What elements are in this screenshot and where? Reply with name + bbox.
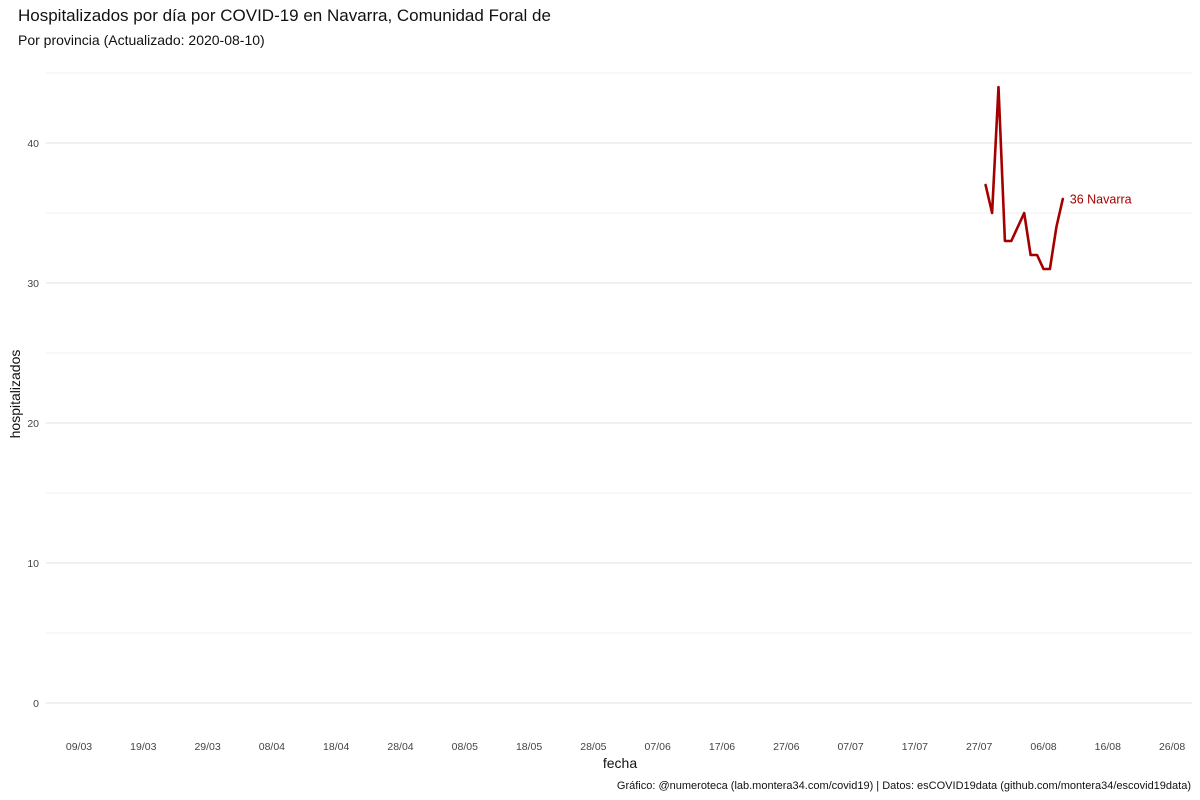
x-tick-label: 07/06	[645, 741, 671, 753]
x-tick-label: 19/03	[130, 741, 156, 753]
chart-caption: Gráfico: @numeroteca (lab.montera34.com/…	[617, 780, 1191, 792]
x-tick-labels: 09/03 19/03 29/03 08/04 18/04 28/04 08/05 18/05…	[66, 741, 1186, 753]
y-tick-label: 10	[27, 558, 39, 570]
x-tick-label: 08/05	[452, 741, 478, 753]
y-tick-label: 0	[33, 698, 39, 710]
x-tick-label: 26/08	[1159, 741, 1185, 753]
y-tick-label: 20	[27, 418, 39, 430]
x-tick-label: 08/04	[259, 741, 285, 753]
series-end-label: 36 Navarra	[1070, 193, 1132, 207]
x-tick-label: 28/05	[580, 741, 606, 753]
x-tick-label: 17/07	[902, 741, 928, 753]
y-tick-label: 30	[27, 278, 39, 290]
x-tick-label: 18/05	[516, 741, 542, 753]
x-tick-label: 16/08	[1095, 741, 1121, 753]
chart-subtitle: Por provincia (Actualizado: 2020-08-10)	[18, 32, 265, 48]
x-tick-label: 09/03	[66, 741, 92, 753]
y-tick-labels: 0 10 20 30 40	[27, 138, 39, 710]
x-tick-label: 28/04	[387, 741, 413, 753]
x-tick-label: 27/06	[773, 741, 799, 753]
x-tick-label: 17/06	[709, 741, 735, 753]
grid-layer	[46, 72, 1192, 704]
x-tick-label: 18/04	[323, 741, 349, 753]
y-axis-title: hospitalizados	[7, 350, 23, 439]
chart-title: Hospitalizados por día por COVID-19 en N…	[18, 6, 551, 25]
x-tick-label: 29/03	[194, 741, 220, 753]
series-layer: 36 Navarra	[984, 85, 1132, 271]
x-tick-label: 06/08	[1030, 741, 1056, 753]
x-tick-label: 07/07	[837, 741, 863, 753]
series-line-navarra	[984, 85, 1065, 271]
x-axis-title: fecha	[603, 755, 637, 771]
x-tick-label: 27/07	[966, 741, 992, 753]
y-tick-label: 40	[27, 138, 39, 150]
